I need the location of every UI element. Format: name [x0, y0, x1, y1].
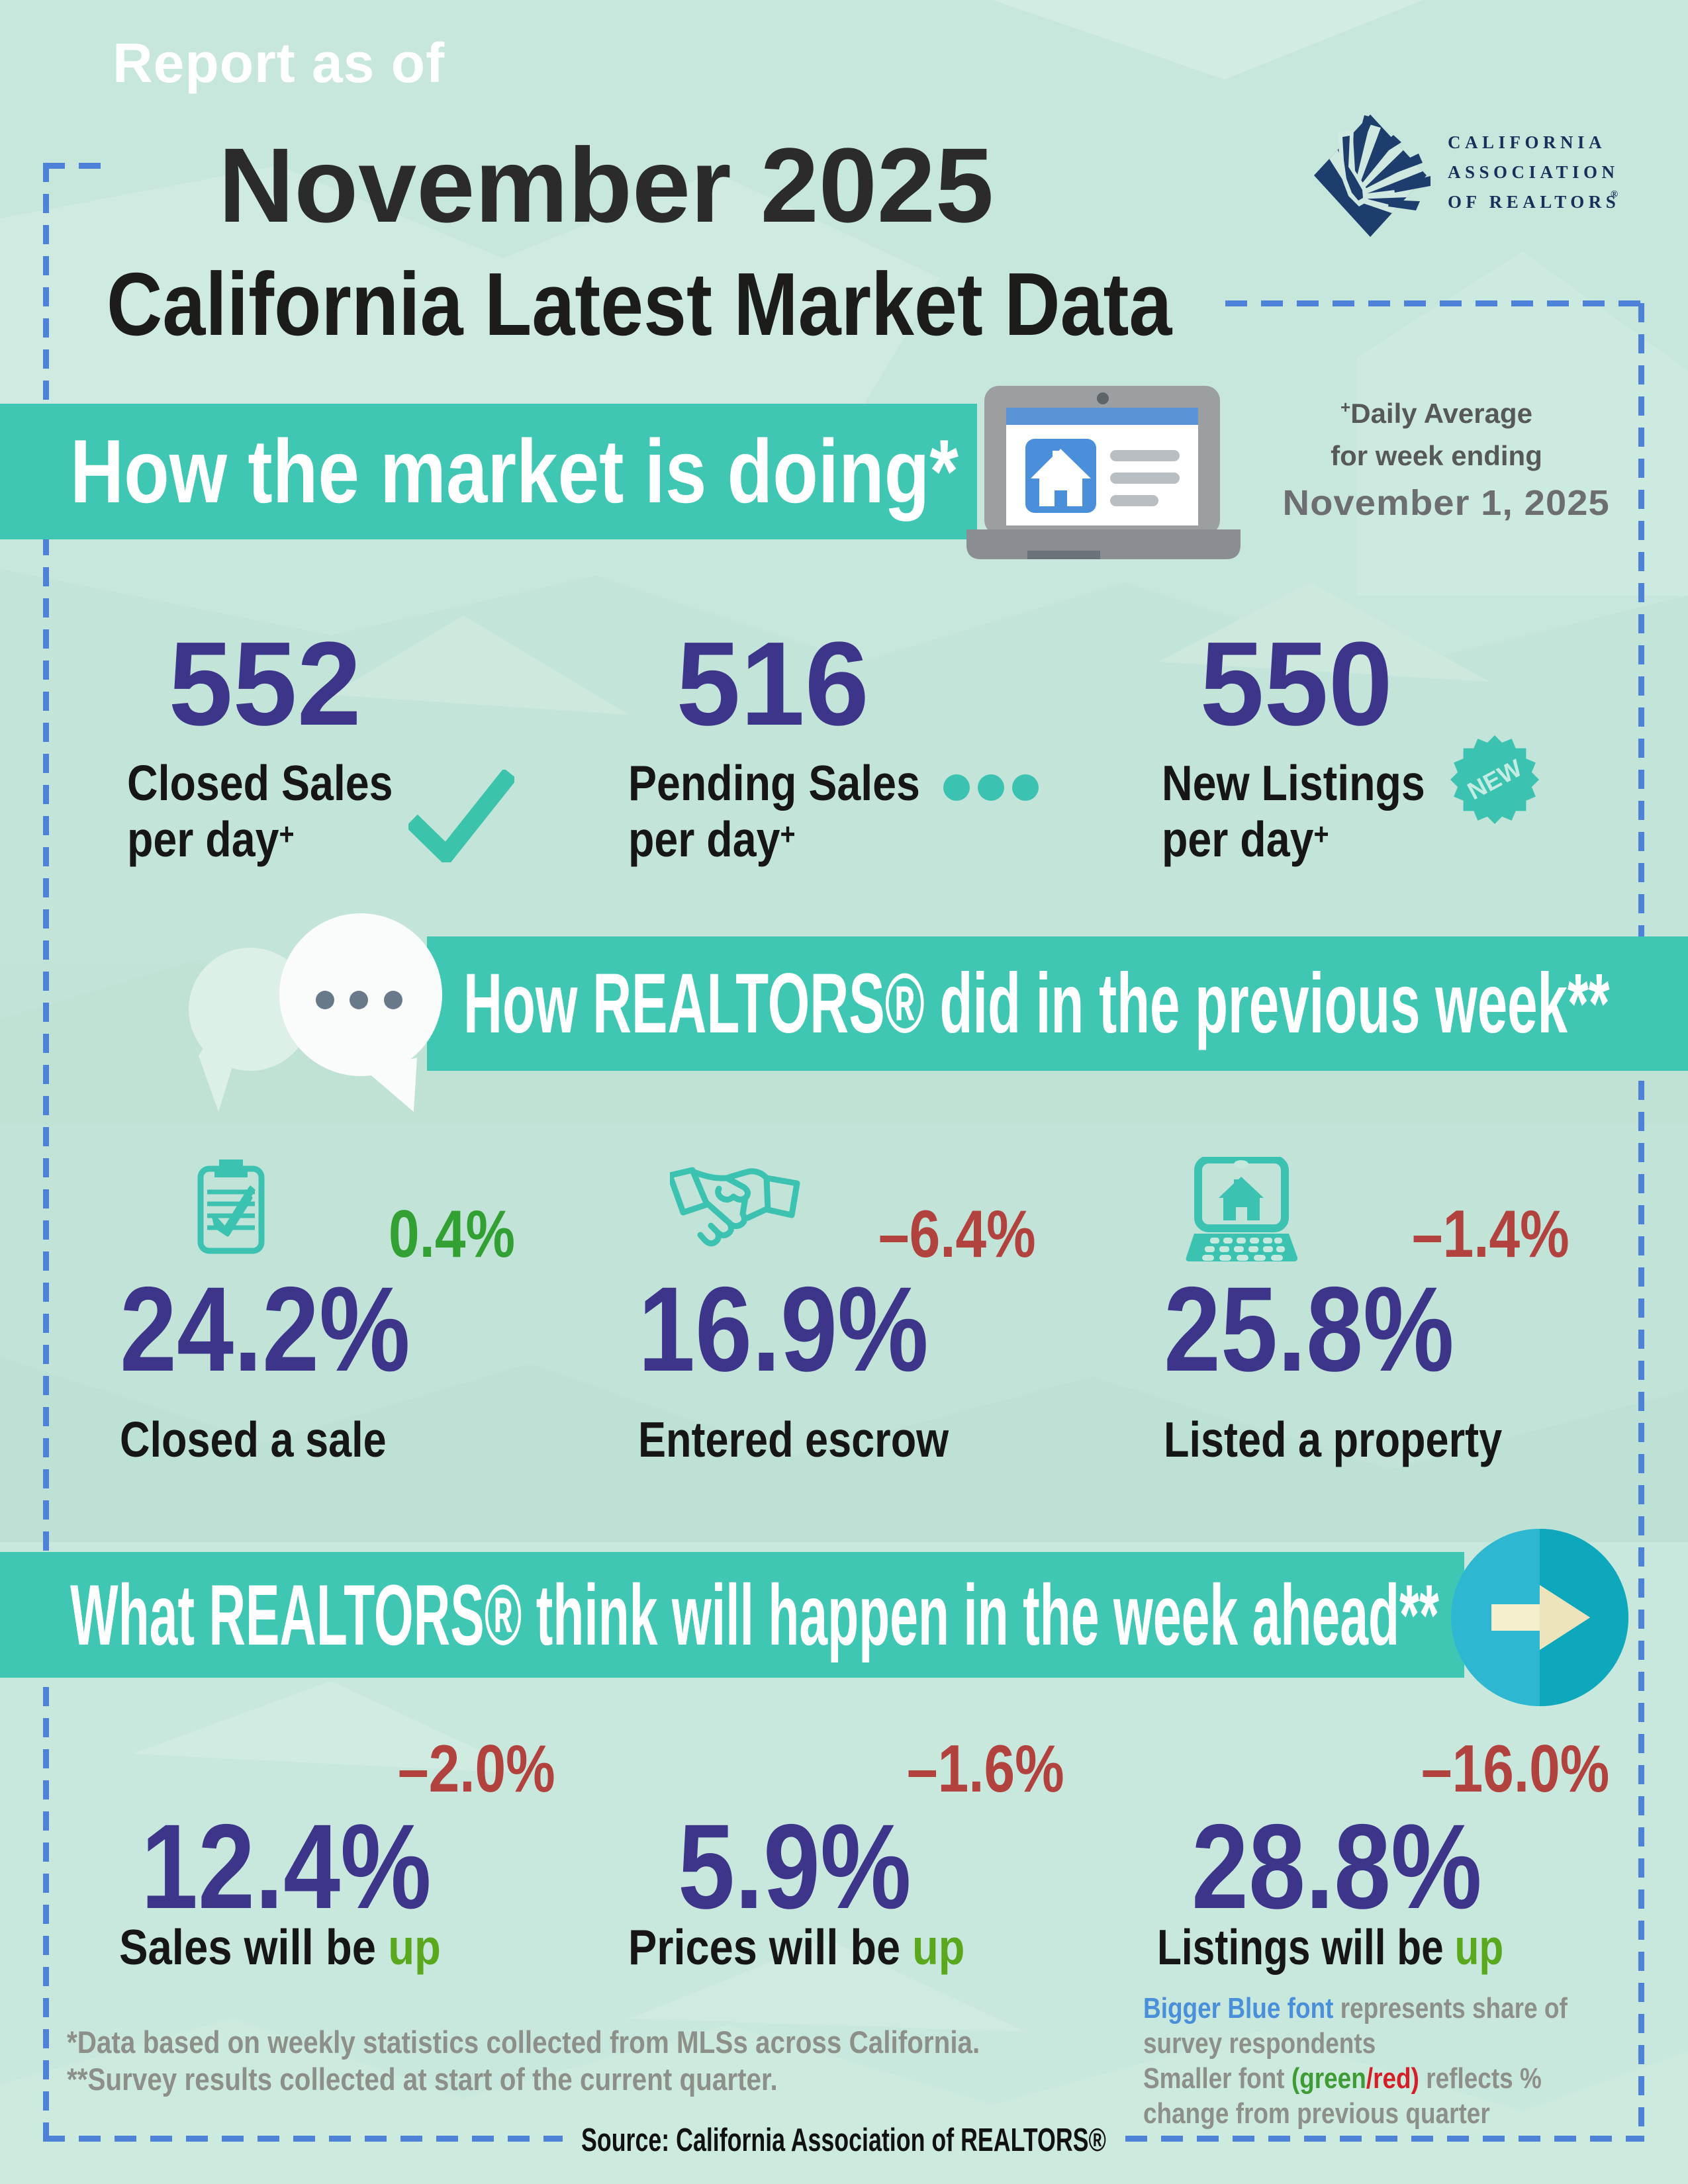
svg-text:ASSOCIATION: ASSOCIATION	[1448, 162, 1619, 182]
svg-text:OF REALTORS: OF REALTORS	[1448, 192, 1620, 212]
svg-text:®: ®	[1611, 189, 1618, 200]
svg-text:CALIFORNIA: CALIFORNIA	[1448, 132, 1606, 152]
